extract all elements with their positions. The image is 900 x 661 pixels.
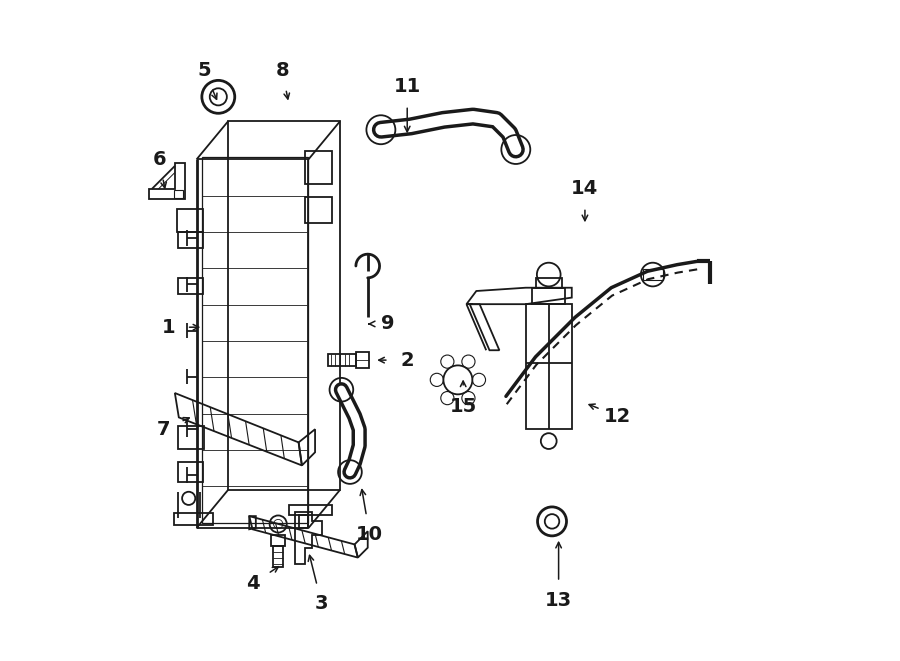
Bar: [178, 278, 203, 294]
Text: 12: 12: [604, 407, 632, 426]
Bar: [174, 513, 213, 525]
Text: 3: 3: [315, 594, 328, 613]
Bar: [356, 352, 369, 368]
Bar: [174, 190, 183, 198]
Bar: [526, 304, 572, 429]
Bar: [271, 535, 285, 547]
Bar: [289, 505, 331, 515]
Text: 13: 13: [545, 591, 572, 610]
Text: 6: 6: [152, 150, 166, 169]
Bar: [305, 151, 331, 184]
Bar: [229, 121, 340, 490]
Text: 8: 8: [275, 61, 289, 80]
Bar: [202, 157, 309, 523]
Text: 4: 4: [246, 574, 259, 594]
Text: 15: 15: [449, 397, 477, 416]
Bar: [643, 269, 662, 280]
Text: 10: 10: [356, 525, 383, 544]
Bar: [299, 515, 309, 528]
Bar: [328, 354, 356, 366]
Bar: [273, 547, 284, 567]
Bar: [176, 209, 203, 232]
Bar: [178, 462, 203, 482]
Text: 9: 9: [381, 315, 394, 333]
Bar: [532, 288, 565, 304]
Bar: [536, 278, 562, 288]
Text: 7: 7: [157, 420, 170, 439]
Text: 5: 5: [198, 61, 212, 80]
Text: 1: 1: [161, 318, 176, 336]
Text: 14: 14: [572, 180, 598, 198]
Text: 2: 2: [400, 350, 414, 369]
Bar: [178, 426, 204, 449]
Bar: [305, 197, 331, 223]
Text: 11: 11: [393, 77, 421, 97]
Bar: [178, 232, 203, 249]
